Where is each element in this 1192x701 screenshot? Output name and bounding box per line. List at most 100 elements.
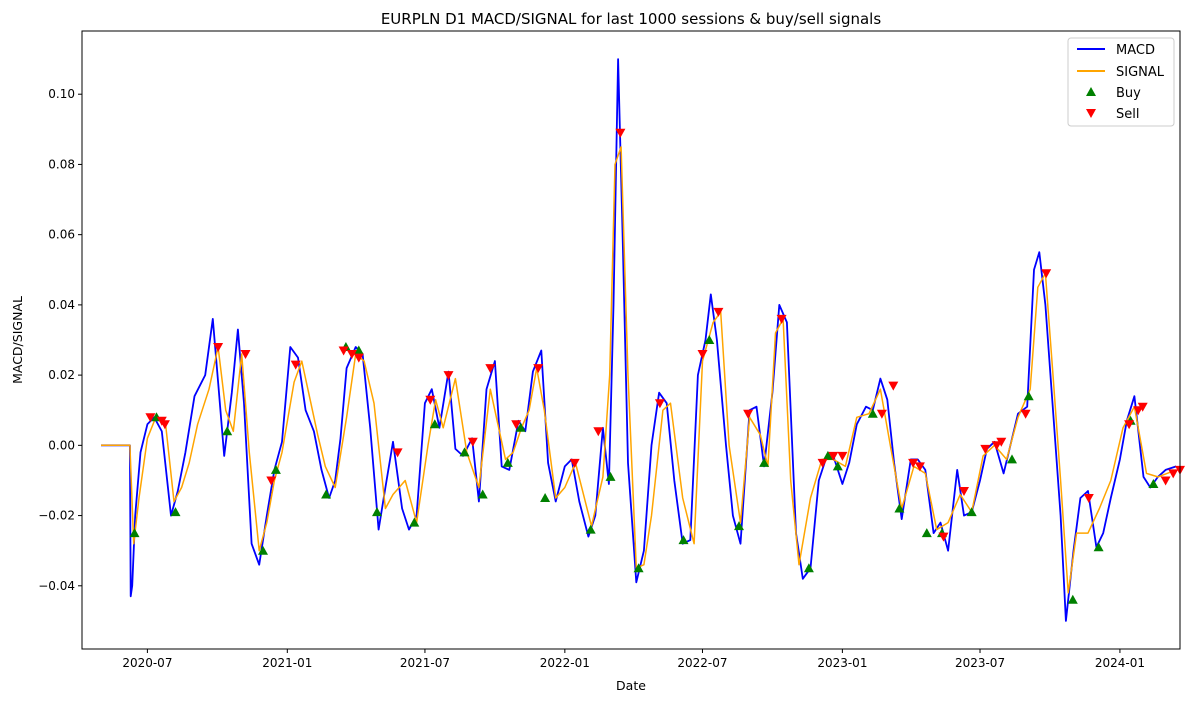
buy-marker <box>1007 454 1017 464</box>
legend-buy-marker <box>1086 87 1096 96</box>
sell-marker <box>914 462 925 472</box>
sell-marker <box>1083 494 1094 503</box>
sell-marker <box>1020 409 1031 419</box>
sell-marker <box>392 448 403 458</box>
sell-marker <box>1133 406 1144 416</box>
legend-macd-label: MACD <box>1116 43 1155 58</box>
legend-sell-marker <box>1086 109 1096 118</box>
buy-marker <box>170 507 181 517</box>
sell-marker <box>713 307 724 317</box>
x-axis-label: Date <box>616 678 646 693</box>
sell-marker <box>1041 269 1052 279</box>
x-tick-label: 2021-01 <box>262 656 312 670</box>
buy-marker <box>515 422 526 432</box>
y-tick-label: 0.04 <box>48 298 75 312</box>
x-axis: 2020-07 2021-01 2021-07 2022-01 2022-07 2023-… <box>122 649 1145 670</box>
buy-marker <box>822 450 833 460</box>
sell-marker <box>159 420 170 430</box>
buy-marker <box>832 461 843 471</box>
buy-marker <box>966 507 977 517</box>
sell-marker <box>145 413 156 423</box>
x-tick-label: 2021-07 <box>400 656 450 670</box>
sell-marker <box>353 353 364 363</box>
buy-marker <box>258 545 268 555</box>
buy-marker <box>921 528 932 538</box>
buy-marker <box>678 535 689 545</box>
sell-marker <box>593 427 604 437</box>
sell-marker <box>467 437 478 447</box>
sell-marker <box>615 128 626 138</box>
y-tick-label: −0.02 <box>38 509 75 523</box>
sell-marker <box>743 409 754 419</box>
sell-marker <box>533 364 544 374</box>
y-tick-label: 0.02 <box>48 368 75 382</box>
sell-marker <box>511 420 522 430</box>
buy-marker <box>129 528 140 538</box>
sell-marker <box>443 371 454 381</box>
buy-marker <box>477 489 488 499</box>
y-tick-label: 0.06 <box>48 228 75 242</box>
buy-marker <box>605 471 616 481</box>
sell-marker <box>888 381 899 391</box>
buy-marker <box>803 563 814 573</box>
sell-marker <box>980 444 991 454</box>
x-tick-label: 2022-01 <box>540 656 590 670</box>
x-tick-label: 2023-07 <box>955 656 1005 670</box>
y-axis: −0.04 −0.02 0.00 0.02 0.04 0.06 0.08 0.10 <box>38 87 82 593</box>
buy-marker <box>585 524 596 534</box>
buy-marker <box>429 419 440 429</box>
x-tick-label: 2024-01 <box>1095 656 1145 670</box>
sell-marker <box>697 350 708 359</box>
y-tick-label: −0.04 <box>38 579 75 593</box>
sell-marker <box>485 364 496 374</box>
sell-marker <box>876 409 887 419</box>
buy-marker <box>704 335 715 344</box>
buy-marker <box>1067 594 1078 604</box>
sell-marker <box>338 346 349 356</box>
legend-sell-label: Sell <box>1116 107 1139 122</box>
y-axis-label: MACD/SIGNAL <box>10 296 25 384</box>
buy-marker <box>409 517 420 527</box>
sell-marker <box>991 441 1002 451</box>
sell-marker <box>654 399 665 409</box>
sell-marker <box>346 350 357 359</box>
x-tick-label: 2022-07 <box>677 656 727 670</box>
sell-marker <box>213 343 224 352</box>
sell-marker <box>290 360 301 370</box>
x-tick-label: 2020-07 <box>122 656 172 670</box>
sell-marker <box>1168 469 1179 479</box>
buy-marker <box>502 457 513 467</box>
legend-buy-label: Buy <box>1116 86 1141 101</box>
legend-box <box>1067 37 1175 127</box>
y-tick-label: 0.08 <box>48 157 75 171</box>
buy-marker <box>734 521 744 531</box>
chart-title: EURPLN D1 MACD/SIGNAL for last 1000 sess… <box>381 10 882 28</box>
sell-marker <box>837 451 848 461</box>
buy-marker <box>894 503 905 513</box>
sell-marker <box>959 487 969 496</box>
sell-marker <box>266 476 277 486</box>
x-tick-label: 2023-01 <box>817 656 867 670</box>
buy-marker <box>372 507 382 517</box>
buy-marker <box>867 408 878 418</box>
signal-line <box>101 146 1177 594</box>
plot-area <box>101 58 1185 622</box>
sell-marker <box>938 532 949 542</box>
buy-marker <box>759 457 770 467</box>
buy-marker <box>459 447 470 457</box>
sell-marker <box>776 314 787 324</box>
buy-marker <box>222 426 233 436</box>
sell-marker <box>425 395 436 405</box>
sell-marker <box>996 437 1007 447</box>
buy-marker <box>540 493 551 502</box>
buy-marker <box>1093 542 1104 552</box>
buy-marker <box>1023 391 1034 401</box>
buy-marker <box>1148 479 1159 488</box>
buy-marker <box>321 489 332 499</box>
y-tick-label: 0.00 <box>48 438 75 452</box>
sell-marker <box>1137 402 1148 412</box>
plot-frame <box>81 30 1181 650</box>
buy-marker <box>353 345 364 355</box>
